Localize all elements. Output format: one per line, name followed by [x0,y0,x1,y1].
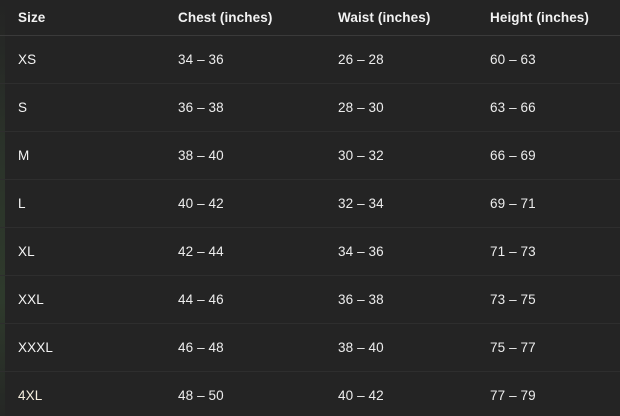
cell-height: 71 – 73 [472,227,620,276]
table-header: Size Chest (inches) Waist (inches) Heigh… [0,0,620,36]
cell-waist: 28 – 30 [320,83,472,132]
cell-waist: 32 – 34 [320,179,472,228]
cell-chest: 34 – 36 [160,35,320,84]
table-row: XL 42 – 44 34 – 36 71 – 73 [0,227,620,276]
cell-size: S [0,83,160,132]
cell-waist: 38 – 40 [320,323,472,372]
table-body: XS 34 – 36 26 – 28 60 – 63 S 36 – 38 28 – 30 63… [0,35,620,416]
cell-chest: 44 – 46 [160,275,320,324]
cell-chest: 36 – 38 [160,83,320,132]
table-row: XS 34 – 36 26 – 28 60 – 63 [0,35,620,84]
column-header-waist: Waist (inches) [320,0,472,36]
cell-size: 4XL [18,388,43,403]
cell-chest: 46 – 48 [160,323,320,372]
cell-waist: 30 – 32 [320,131,472,180]
cell-height: 66 – 69 [472,131,620,180]
cell-chest: 48 – 50 [178,388,224,403]
table-header-row: Size Chest (inches) Waist (inches) Heigh… [0,0,620,36]
column-header-chest: Chest (inches) [160,0,320,36]
cell-height: 69 – 71 [472,179,620,228]
cell-waist: 34 – 36 [320,227,472,276]
cell-waist: 26 – 28 [320,35,472,84]
cell-height: 77 – 79 [490,388,536,403]
cell-waist: 36 – 38 [320,275,472,324]
cell-size: M [0,131,160,180]
cell-height: 73 – 75 [472,275,620,324]
cell-size: XXXL [0,323,160,372]
table-row: L 40 – 42 32 – 34 69 – 71 [0,179,620,228]
cell-chest: 40 – 42 [160,179,320,228]
cell-height: 63 – 66 [472,83,620,132]
column-header-height: Height (inches) [472,0,620,36]
cell-size: L [0,179,160,228]
cell-chest: 38 – 40 [160,131,320,180]
cell-size: XL [0,227,160,276]
column-header-size: Size [0,0,160,36]
cell-height: 60 – 63 [472,35,620,84]
cell-height: 75 – 77 [472,323,620,372]
table-row: S 36 – 38 28 – 30 63 – 66 [0,83,620,132]
table-row: XXXL 46 – 48 38 – 40 75 – 77 [0,323,620,372]
cell-size: XXL [0,275,160,324]
cell-waist: 40 – 42 [338,388,384,403]
table-row: XXL 44 – 46 36 – 38 73 – 75 [0,275,620,324]
table-row: M 38 – 40 30 – 32 66 – 69 [0,131,620,180]
cell-size: XS [0,35,160,84]
cell-chest: 42 – 44 [160,227,320,276]
table-row: 4XL 48 – 50 40 – 42 77 – 79 [0,372,620,416]
